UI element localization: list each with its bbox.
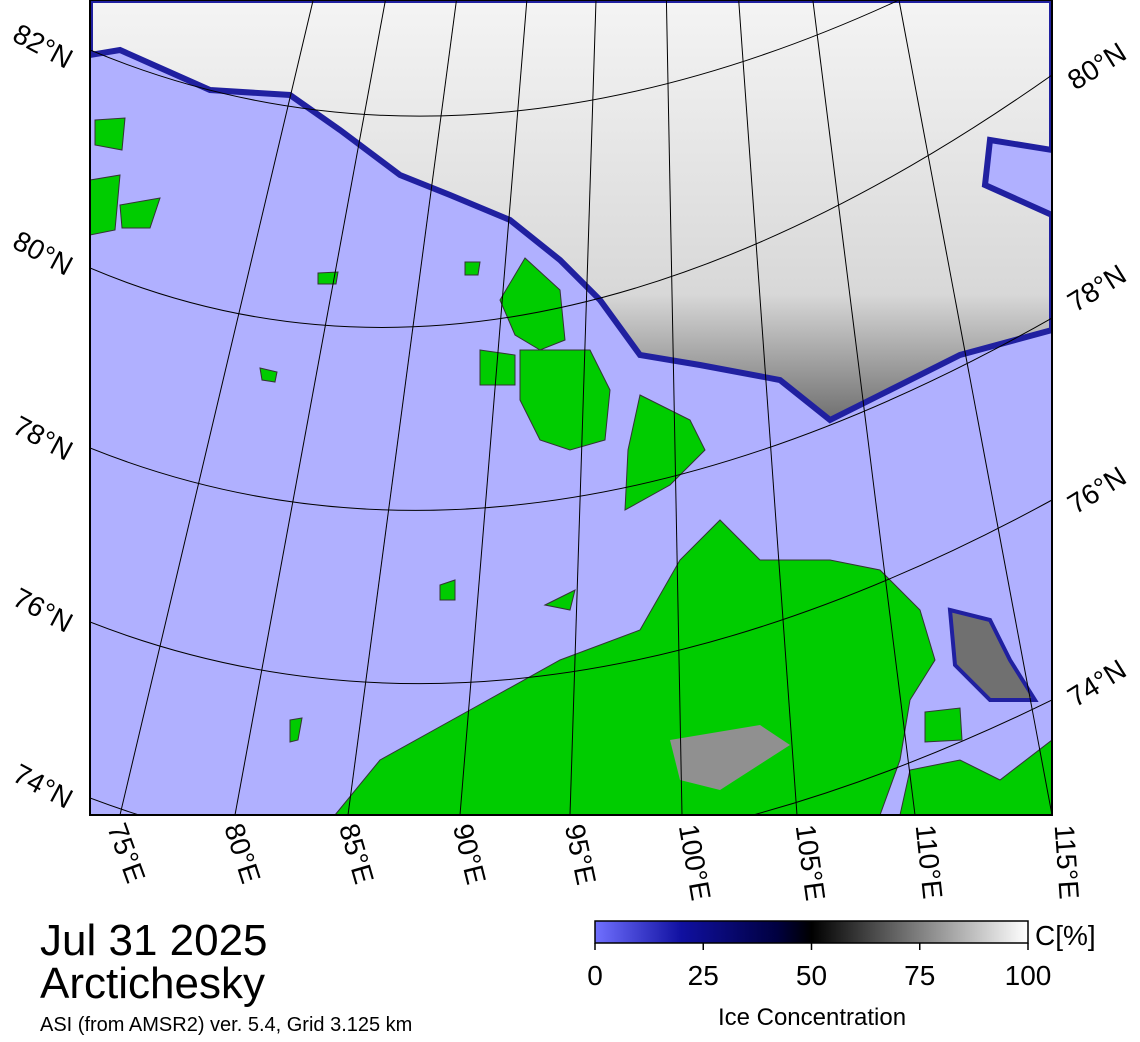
sea-ice — [90, 0, 1052, 424]
colorbar-unit: C[%] — [1035, 920, 1096, 951]
latitude-label: 82°N — [8, 18, 78, 75]
map-frame — [89, 0, 1053, 816]
longitude-label: 105°E — [790, 823, 831, 903]
latitude-label: 76°N — [1062, 460, 1131, 519]
colorbar-tick-label: 50 — [796, 960, 827, 991]
longitude-label: 95°E — [559, 821, 602, 887]
land — [90, 117, 161, 236]
latitude-line — [90, 499, 1052, 685]
source: ASI (from AMSR2) ver. 5.4, Grid 3.125 km — [40, 1014, 412, 1036]
longitude-line — [665, 0, 683, 815]
latitude-line — [90, 699, 1052, 815]
longitude-line — [459, 0, 528, 815]
longitude-label: 80°E — [218, 820, 266, 888]
land — [479, 349, 516, 386]
land — [519, 349, 611, 451]
colorbar-tick-label: 75 — [904, 960, 935, 991]
land — [624, 394, 706, 511]
colorbar-tick-label: 0 — [587, 960, 603, 991]
longitude-line — [119, 0, 314, 815]
longitude-line — [898, 0, 1052, 815]
region: Arctichesky — [40, 959, 265, 1008]
latitude-line — [90, 317, 1052, 511]
latitude-label: 74°N — [8, 758, 78, 815]
latitude-label: 74°N — [1062, 653, 1131, 712]
land — [334, 519, 936, 815]
longitude-label: 75°E — [101, 819, 151, 887]
latitude-label: 80°N — [1062, 36, 1131, 95]
graticule — [90, 0, 1052, 815]
longitude-line — [738, 0, 798, 815]
latitude-label: 76°N — [8, 582, 78, 639]
date: Jul 31 2025 — [40, 916, 268, 965]
longitude-label: 90°E — [447, 821, 492, 888]
latitude-label: 78°N — [8, 410, 78, 467]
colorbar-tick-label: 100 — [1005, 960, 1052, 991]
land-ice — [670, 725, 790, 790]
longitude-label: 110°E — [910, 823, 949, 900]
island — [259, 261, 576, 743]
longitude-line — [569, 0, 597, 815]
land — [924, 707, 963, 743]
colorbar-tick-label: 25 — [688, 960, 719, 991]
longitude-label: 85°E — [333, 820, 380, 887]
latitude-line — [90, 74, 1052, 328]
longitude-label: 100°E — [673, 822, 717, 903]
latitude-label: 80°N — [8, 225, 78, 282]
land — [899, 739, 1052, 815]
latitude-label: 78°N — [1062, 258, 1131, 317]
colorbar-label: Ice Concentration — [718, 1004, 906, 1031]
longitude-label: 115°E — [1049, 824, 1085, 900]
longitude-line — [347, 0, 457, 815]
colorbar — [594, 920, 1029, 944]
longitude-line — [234, 0, 386, 815]
sea-ice-patch — [947, 607, 1039, 702]
map-area — [90, 0, 1052, 815]
longitude-line — [812, 0, 916, 815]
